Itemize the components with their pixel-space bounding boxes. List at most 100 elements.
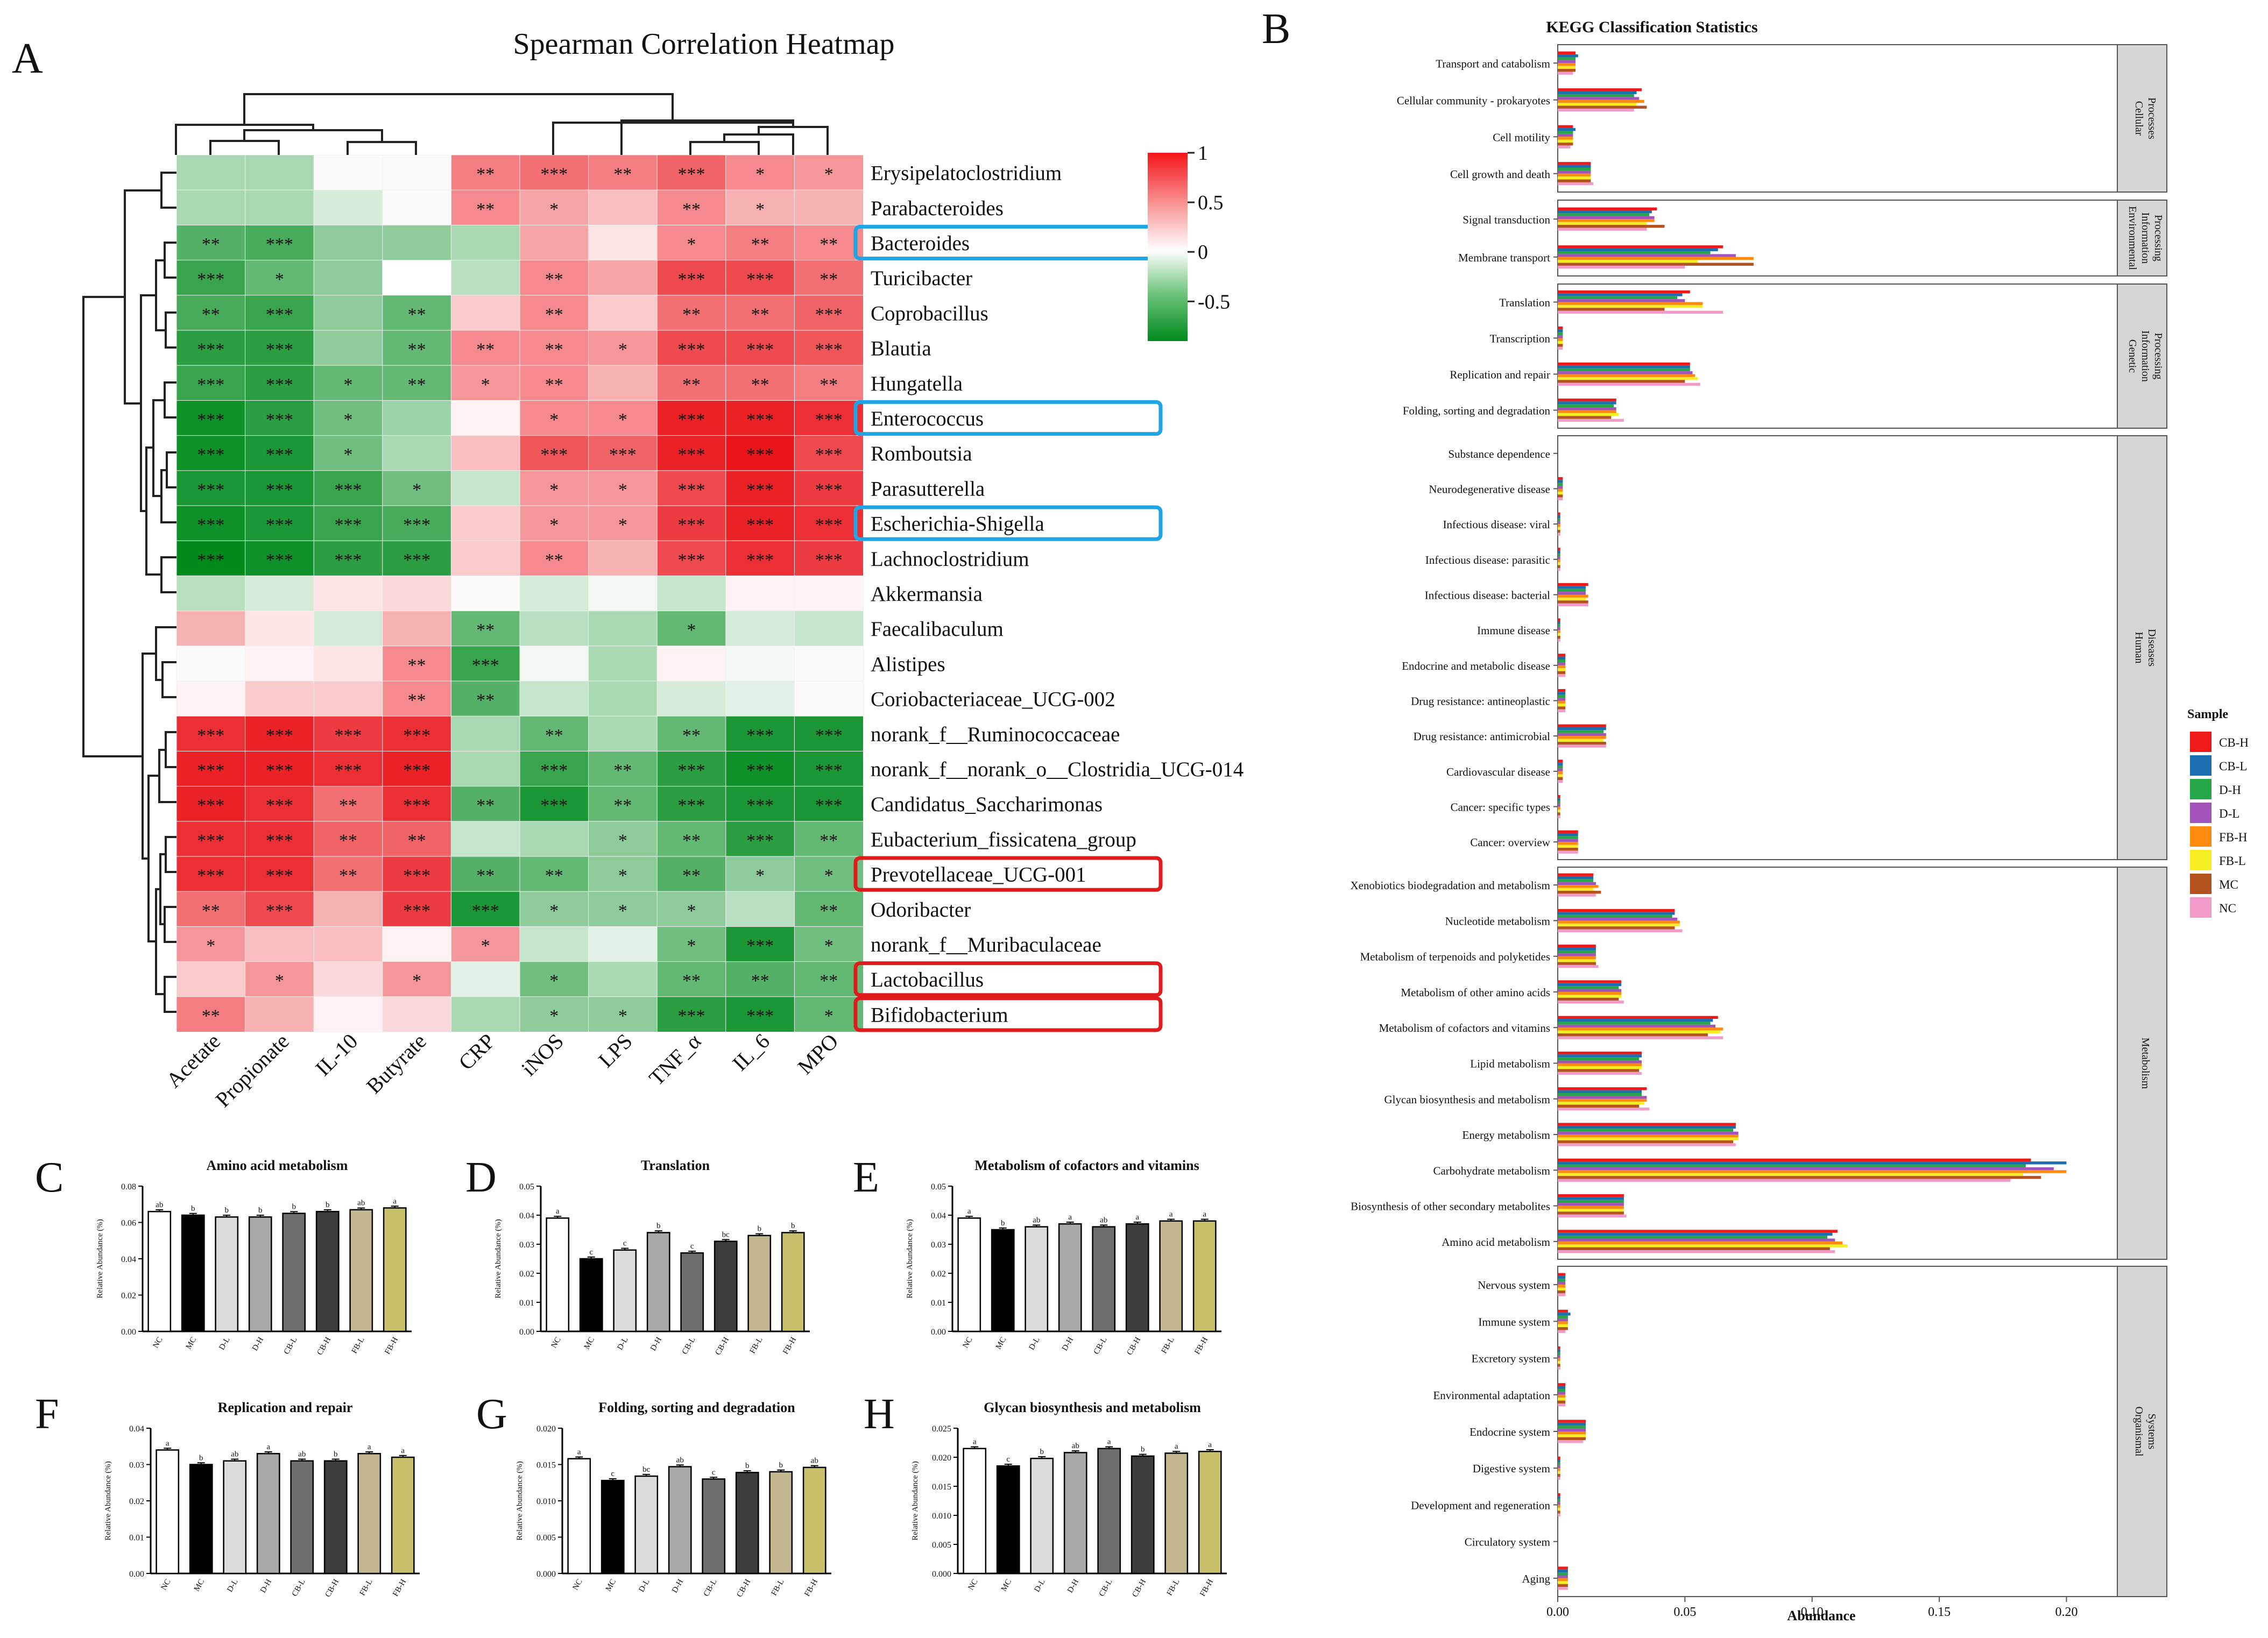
kegg-bar-mc [1558, 1033, 1708, 1037]
kegg-bar-nc [1558, 850, 1578, 854]
significance-stars: *** [197, 480, 224, 500]
heatmap-cell [245, 540, 315, 577]
kegg-bar-d-h [1558, 213, 1650, 216]
heatmap-cell [382, 400, 452, 436]
kegg-bar-cb-h [1558, 760, 1563, 763]
y-tick-label: 0.020 [932, 1453, 951, 1463]
significance-stars: *** [678, 340, 705, 360]
bar-fb-h [802, 1466, 826, 1575]
kegg-bar-fb-h [1558, 257, 1754, 260]
kegg-bar-fb-h [1558, 771, 1563, 775]
kegg-bar-d-l [1558, 1167, 2054, 1171]
facet-strip-label: Information [2139, 212, 2151, 264]
kegg-bar-fb-l [1558, 1287, 1566, 1290]
y-tick-label: 0.08 [121, 1182, 136, 1192]
row-label-akkermansia: Akkermansia [871, 583, 983, 606]
bar-cb-l [1092, 1226, 1116, 1332]
kegg-bar-d-l [1558, 882, 1596, 885]
heatmap-cell [725, 856, 795, 892]
row-label-hungatella: Hungatella [871, 372, 963, 395]
kegg-bar-mc [1558, 890, 1601, 894]
significance-stars: *** [403, 901, 430, 921]
significance-stars: *** [678, 445, 705, 465]
kegg-bar-fb-l [1558, 66, 1576, 69]
significance-stars: * [412, 480, 421, 500]
significance-stars: * [549, 971, 559, 991]
pathway-label-digestive-system: Digestive system [1473, 1462, 1550, 1475]
heatmap-cell [313, 224, 383, 261]
x-tick-label: 0.10 [1801, 1605, 1824, 1619]
heatmap-cell [313, 891, 383, 927]
y-axis-label: Relative Abundance (%) [104, 1461, 112, 1540]
bar-fb-h [391, 1456, 415, 1575]
heatmap-cell [313, 715, 383, 752]
significance-letter: b [292, 1202, 296, 1211]
significance-stars: * [755, 866, 765, 886]
kegg-bar-nc [1558, 1330, 1566, 1333]
bar-fb-l [357, 1453, 381, 1575]
heatmap-cell [519, 154, 589, 191]
kegg-bar-d-l [1558, 989, 1622, 992]
y-axis-label: Relative Abundance (%) [494, 1219, 503, 1298]
bar-fb-h [383, 1207, 407, 1332]
significance-stars: *** [746, 761, 774, 781]
heatmap-cell [176, 400, 246, 436]
kegg-bar-cb-h [1558, 654, 1566, 657]
heatmap-cell [382, 189, 452, 226]
facet-strip-label: Metabolism [2139, 1038, 2151, 1089]
kegg-bar-cb-l [1558, 762, 1563, 766]
y-tick-label: 0.00 [931, 1328, 946, 1337]
significance-stars: *** [815, 515, 843, 535]
significance-stars: ** [408, 304, 426, 324]
significance-stars: * [824, 866, 833, 886]
significance-stars: ** [819, 235, 838, 254]
kegg-bar-nc [1558, 346, 1563, 350]
heatmap-cell [313, 961, 383, 997]
significance-stars: ** [476, 165, 494, 185]
heatmap-cell [725, 961, 795, 997]
heatmap-cell [245, 891, 315, 927]
bar-fb-l [747, 1235, 772, 1332]
col-dendro-branch [620, 119, 794, 155]
heatmap-cell [725, 715, 795, 752]
pathway-label-transport-and-catabolism: Transport and catabolism [1436, 57, 1550, 70]
kegg-bar-fb-l [1558, 413, 1619, 416]
facet-strip-label: Systems [2146, 1414, 2158, 1450]
pathway-label-infectious-disease-viral: Infectious disease: viral [1443, 518, 1551, 531]
significance-stars: *** [266, 375, 293, 395]
kegg-bar-cb-l [1558, 1386, 1566, 1389]
kegg-bar-nc [1558, 1250, 1835, 1253]
significance-letter: ab [676, 1456, 684, 1464]
y-tick-label: 0.000 [932, 1570, 951, 1579]
heatmap-cell [794, 786, 864, 822]
significance-letter: c [611, 1470, 614, 1478]
heatmap-cell [656, 996, 726, 1033]
kegg-bar-fb-h [1558, 524, 1560, 527]
y-tick-label: 0.02 [129, 1497, 144, 1506]
kegg-bar-fb-l [1558, 1208, 1624, 1212]
kegg-panel-human-diseases [1557, 435, 2118, 860]
panel-letter-a: A [12, 35, 43, 82]
kegg-bar-cb-l [1558, 1496, 1560, 1499]
kegg-x-axis-label: Abundance [1787, 1608, 1855, 1623]
kegg-bar-d-h [1558, 800, 1560, 804]
significance-letter: ab [1100, 1216, 1107, 1224]
significance-stars: *** [266, 235, 293, 254]
kegg-bar-mc [1558, 529, 1560, 533]
significance-stars: * [618, 480, 627, 500]
kegg-bar-fb-l [1558, 1173, 2024, 1176]
kegg-bar-fb-l [1558, 103, 1637, 106]
row-label-parabacteroides: Parabacteroides [871, 197, 1004, 220]
legend-label-d-l: D-L [2219, 807, 2239, 820]
significance-stars: ** [545, 304, 563, 324]
significance-letter: a [973, 1438, 977, 1446]
heatmap-cell [725, 891, 795, 927]
significance-stars: *** [197, 550, 224, 570]
significance-stars: *** [472, 655, 499, 675]
kegg-bar-nc [1558, 1036, 1723, 1039]
pathway-label-cardiovascular-disease: Cardiovascular disease [1446, 765, 1550, 778]
kegg-bar-cb-h [1558, 1158, 2031, 1162]
bar-mc [579, 1258, 603, 1332]
kegg-bar-nc [1558, 1477, 1560, 1480]
kegg-bar-d-h [1558, 1462, 1560, 1465]
